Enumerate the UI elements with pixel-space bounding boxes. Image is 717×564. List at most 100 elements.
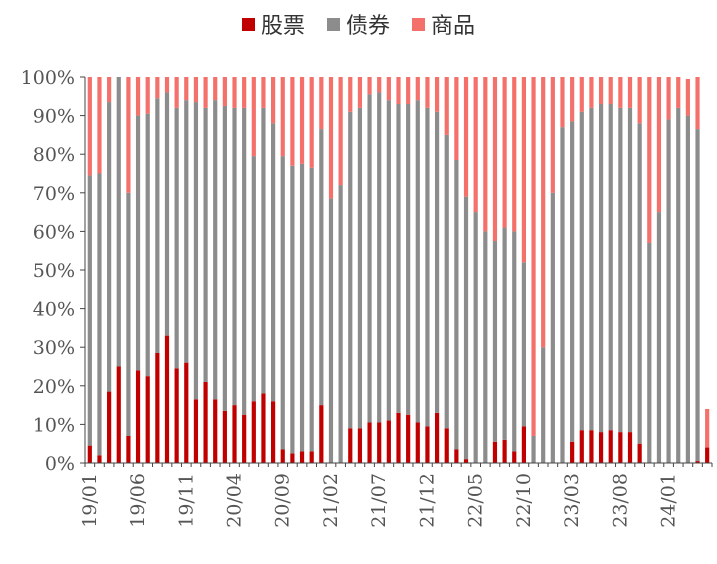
bar-segment-commodities-63 (695, 77, 700, 130)
bar-segment-commodities-43 (502, 77, 507, 228)
y-tick-label: 30% (33, 337, 75, 359)
bar-segment-commodities-60 (666, 77, 671, 120)
bar-segment-bonds-26 (338, 185, 343, 463)
bar-segment-bonds-61 (676, 107, 681, 463)
x-tick-label: 20/09 (272, 473, 294, 528)
legend-item-stocks: 股票 (241, 8, 305, 40)
y-tick-label: 40% (33, 299, 75, 321)
legend-swatch-bonds (326, 17, 340, 31)
bar-segment-stocks-1 (97, 455, 102, 463)
bar-segment-stocks-30 (377, 422, 382, 463)
bar-segment-commodities-56 (627, 77, 633, 108)
bar-segment-commodities-57 (637, 77, 642, 124)
bar-segment-stocks-19 (271, 401, 276, 463)
bar-segment-commodities-37 (444, 77, 449, 135)
bar-segment-bonds-45 (521, 262, 526, 427)
bar-segment-bonds-48 (550, 192, 555, 464)
bar-segment-stocks-20 (280, 449, 285, 463)
bar-segment-commodities-46 (531, 77, 536, 436)
bar-segment-bonds-34 (415, 100, 420, 423)
bar-segment-bonds-28 (357, 107, 363, 429)
bar-segment-bonds-6 (145, 113, 150, 377)
x-tick-label: 19/11 (175, 473, 197, 528)
bar-segment-bonds-12 (203, 107, 208, 382)
bar-segment-commodities-51 (579, 77, 584, 112)
x-tick-label: 21/07 (368, 473, 390, 528)
bar-segment-bonds-23 (309, 167, 314, 452)
bar-segment-commodities-34 (415, 77, 420, 101)
bar-segment-stocks-13 (213, 399, 218, 463)
bar-segment-bonds-5 (135, 115, 141, 371)
bar-segment-commodities-0 (87, 77, 92, 176)
bar-segment-stocks-51 (579, 430, 584, 463)
bar-segment-commodities-23 (309, 77, 314, 168)
bar-segment-stocks-50 (570, 441, 575, 463)
bar-segment-stocks-53 (598, 432, 604, 463)
bar-segment-bonds-49 (560, 127, 565, 464)
bar-segment-commodities-29 (367, 77, 372, 95)
bar-segment-bonds-33 (406, 104, 411, 415)
bar-segment-bonds-53 (598, 104, 604, 433)
bar-segment-stocks-24 (319, 405, 324, 463)
bar-segment-stocks-44 (512, 451, 517, 463)
bar-segment-commodities-17 (251, 77, 256, 157)
bar-segment-stocks-15 (232, 405, 237, 463)
y-tick-label: 80% (33, 144, 75, 166)
bar-segment-bonds-43 (502, 227, 507, 440)
bar-segment-bonds-50 (570, 121, 575, 442)
bar-segment-bonds-17 (251, 156, 256, 402)
x-tick-label: 22/05 (465, 473, 487, 528)
bar-segment-stocks-43 (502, 439, 507, 463)
bar-segment-commodities-15 (232, 77, 237, 108)
bar-segment-bonds-63 (695, 129, 700, 462)
x-tick-label: 19/06 (127, 473, 149, 528)
bar-segment-bonds-22 (299, 163, 305, 452)
bar-segment-stocks-6 (145, 376, 150, 463)
bar-segment-bonds-10 (184, 100, 189, 363)
bar-segment-commodities-49 (560, 77, 565, 128)
bar-segment-commodities-35 (425, 77, 430, 108)
y-tick-label: 10% (33, 414, 75, 436)
bar-segment-stocks-2 (107, 391, 112, 463)
bar-segment-bonds-27 (348, 111, 353, 429)
bar-segment-bonds-37 (444, 134, 449, 429)
bar-segment-bonds-46 (531, 435, 536, 463)
bar-segment-stocks-5 (135, 370, 141, 463)
legend-label-commodities: 商品 (431, 14, 476, 39)
bar-segment-stocks-18 (261, 393, 266, 463)
bar-segment-commodities-10 (184, 77, 189, 101)
bar-segment-bonds-15 (232, 107, 237, 406)
bar-segment-stocks-64 (705, 447, 710, 463)
bar-segment-commodities-53 (598, 77, 604, 105)
bar-segment-bonds-18 (261, 107, 266, 394)
bar-segment-bonds-38 (454, 159, 459, 450)
bar-segment-bonds-39 (463, 196, 469, 460)
bar-segment-commodities-52 (589, 77, 594, 108)
bar-segment-bonds-36 (434, 111, 440, 413)
x-tick-label: 24/01 (658, 473, 680, 528)
bar-segment-commodities-47 (541, 77, 546, 348)
bar-segment-commodities-22 (299, 77, 305, 164)
bar-segment-commodities-19 (271, 77, 276, 124)
bar-segment-bonds-0 (87, 175, 92, 446)
bar-segment-commodities-45 (521, 77, 526, 263)
y-tick-label: 70% (33, 183, 75, 205)
bar-segment-commodities-24 (319, 77, 324, 130)
bar-segment-commodities-21 (290, 77, 295, 166)
x-tick-label: 19/01 (79, 473, 101, 528)
y-tick-label: 90% (33, 106, 75, 128)
legend-swatch-commodities (412, 17, 425, 31)
bar-segment-bonds-7 (155, 98, 160, 353)
bar-segment-stocks-56 (627, 432, 633, 463)
bar-segment-commodities-16 (242, 77, 247, 108)
bar-segment-bonds-21 (290, 165, 295, 454)
bar-segment-stocks-55 (618, 432, 623, 463)
bar-segment-commodities-25 (328, 77, 334, 199)
bar-segment-stocks-63 (695, 461, 700, 463)
bar-segment-commodities-44 (512, 77, 517, 232)
bar-segment-bonds-20 (280, 156, 285, 450)
bar-segment-bonds-35 (425, 107, 430, 427)
y-tick-label: 100% (21, 67, 75, 89)
bar-segment-commodities-39 (463, 77, 469, 197)
bar-segment-commodities-33 (406, 77, 411, 105)
